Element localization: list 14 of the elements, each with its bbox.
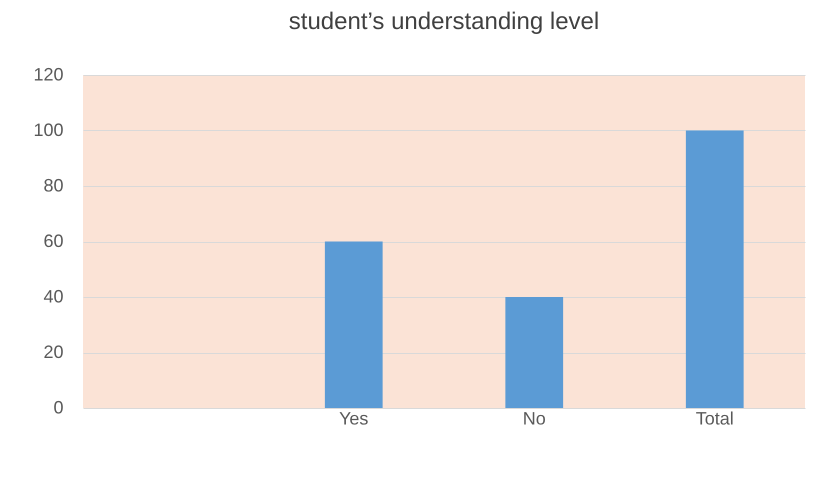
y-tick-label: 80 — [43, 176, 64, 196]
x-tick-label: Yes — [339, 408, 368, 428]
y-tick-label: 20 — [43, 342, 64, 362]
bar — [686, 130, 744, 408]
x-tick-label: No — [522, 408, 546, 428]
x-tick-label: Total — [696, 408, 734, 428]
y-tick-label: 60 — [43, 231, 64, 251]
y-tick-label: 0 — [53, 398, 64, 418]
y-tick-label: 120 — [33, 64, 64, 84]
y-tick-label: 40 — [43, 286, 64, 306]
bar — [505, 297, 564, 408]
bar — [324, 242, 383, 408]
y-tick-label: 100 — [33, 120, 64, 140]
chart-title: student’s understanding level — [288, 8, 600, 35]
